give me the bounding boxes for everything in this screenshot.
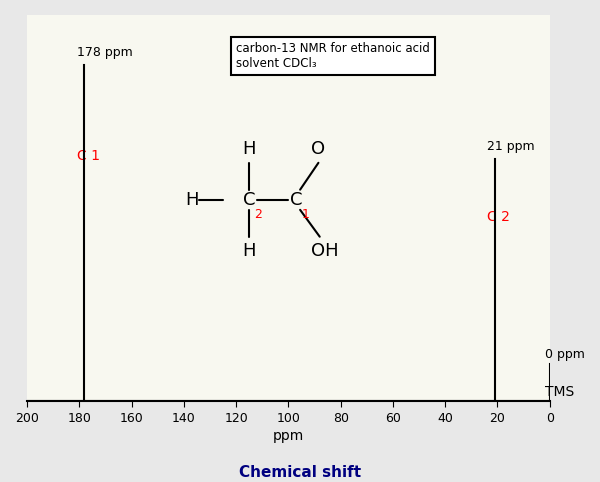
Text: C 2: C 2 (487, 210, 510, 224)
Text: Chemical shift: Chemical shift (239, 465, 361, 480)
Text: O: O (311, 140, 325, 158)
Text: C: C (290, 191, 302, 209)
Text: 2: 2 (254, 208, 262, 221)
Text: 1: 1 (301, 208, 310, 221)
Text: H: H (185, 191, 199, 209)
Text: C 1: C 1 (77, 149, 100, 163)
Text: OH: OH (311, 242, 339, 260)
Text: H: H (242, 140, 256, 158)
Text: H: H (242, 242, 256, 260)
Text: 178 ppm: 178 ppm (77, 46, 133, 59)
Text: 0 ppm: 0 ppm (545, 348, 584, 361)
Text: TMS: TMS (545, 385, 574, 399)
Text: carbon-13 NMR for ethanoic acid
solvent CDCl₃: carbon-13 NMR for ethanoic acid solvent … (236, 42, 430, 70)
Text: C: C (243, 191, 256, 209)
Text: 21 ppm: 21 ppm (487, 140, 535, 153)
X-axis label: ppm: ppm (273, 429, 304, 443)
